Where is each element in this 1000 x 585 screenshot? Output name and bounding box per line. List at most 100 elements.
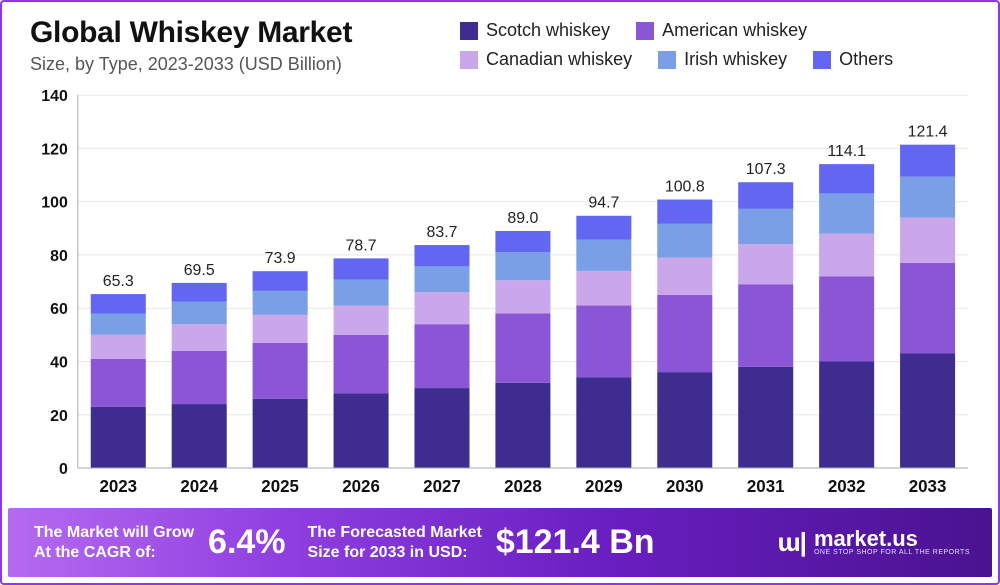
chart-title: Global Whiskey Market [30,16,460,50]
forecast-value: $121.4 Bn [496,523,655,562]
svg-text:0: 0 [59,460,68,478]
bar-segment [414,388,469,468]
svg-text:140: 140 [41,87,68,105]
bar-segment [91,314,146,335]
cagr-value: 6.4% [208,523,286,562]
bar-total-label: 100.8 [665,177,705,195]
svg-text:2027: 2027 [423,477,461,496]
bar-segment [334,393,389,468]
bar-segment [414,324,469,388]
svg-text:2024: 2024 [180,477,218,496]
bar-segment [819,193,874,233]
legend-item: Others [813,49,893,70]
brand-area: ɯ| market.us ONE STOP SHOP FOR ALL THE R… [778,527,970,558]
bar-segment [253,271,308,291]
brand-text: market.us ONE STOP SHOP FOR ALL THE REPO… [814,529,970,556]
bar-segment [900,177,955,218]
bar-segment [253,343,308,399]
bar-total-label: 73.9 [265,249,296,267]
bar-segment [334,306,389,335]
legend-label: American whiskey [662,20,807,41]
svg-text:120: 120 [41,140,68,158]
legend-swatch [636,22,654,40]
bar-total-label: 121.4 [908,123,948,141]
bar-segment [657,295,712,372]
svg-text:2032: 2032 [828,477,866,496]
bar-segment [657,372,712,468]
bar-segment [495,231,550,252]
bar-segment [576,271,631,306]
bar-total-label: 69.5 [184,261,215,279]
bar-segment [738,209,793,244]
svg-text:40: 40 [50,353,68,371]
legend-swatch [460,22,478,40]
footer-banner: The Market will Grow At the CAGR of: 6.4… [8,508,992,577]
bar-total-label: 83.7 [426,223,457,241]
bar-segment [91,294,146,313]
bar-segment [819,234,874,277]
bar-segment [414,245,469,266]
legend-item: American whiskey [636,20,807,41]
bar-segment [738,244,793,284]
legend: Scotch whiskey American whiskey Canadian w… [460,16,978,75]
bar-segment [576,216,631,240]
forecast-label: The Forecasted Market Size for 2033 in U… [308,523,482,563]
bar-segment [900,353,955,468]
bar-segment [819,276,874,361]
bar-total-label: 107.3 [746,160,786,178]
bar-segment [657,200,712,224]
legend-item: Canadian whiskey [460,49,632,70]
bar-segment [576,240,631,271]
bar-segment [657,224,712,258]
svg-text:100: 100 [41,194,68,212]
legend-swatch [460,51,478,69]
bar-segment [819,361,874,468]
legend-label: Canadian whiskey [486,49,632,70]
svg-text:2028: 2028 [504,477,542,496]
brand-name: market.us [814,529,970,549]
bar-segment [172,324,227,351]
bar-segment [576,306,631,378]
svg-text:2033: 2033 [909,477,947,496]
bar-segment [495,314,550,383]
bar-total-label: 89.0 [507,209,538,227]
bar-total-label: 65.3 [103,272,134,290]
chart-subtitle: Size, by Type, 2023-2033 (USD Billion) [30,54,460,75]
chart-area: 02040608010012014065.369.573.978.783.789… [2,75,998,500]
header-row: Global Whiskey Market Size, by Type, 202… [2,2,998,75]
cagr-label: The Market will Grow At the CAGR of: [34,523,194,563]
legend-item: Irish whiskey [658,49,787,70]
legend-swatch [813,51,831,69]
bar-segment [91,335,146,359]
bar-segment [172,283,227,302]
svg-text:2023: 2023 [99,477,137,496]
forecast-label-line2: Size for 2033 in USD: [308,544,468,561]
bar-segment [900,145,955,177]
svg-text:80: 80 [50,247,68,265]
cagr-label-line1: The Market will Grow [34,524,194,541]
svg-text:2031: 2031 [747,477,785,496]
bar-segment [334,280,389,306]
bar-segment [900,218,955,263]
brand-logo-icon: ɯ| [778,527,806,558]
x-axis-ticks: 2023202420252026202720282029203020312032… [99,477,946,496]
svg-text:2025: 2025 [261,477,299,496]
chart-card: Global Whiskey Market Size, by Type, 202… [0,0,1000,585]
brand-tagline: ONE STOP SHOP FOR ALL THE REPORTS [814,549,970,556]
svg-text:2029: 2029 [585,477,623,496]
title-area: Global Whiskey Market Size, by Type, 202… [30,16,460,75]
forecast-label-line1: The Forecasted Market [308,524,482,541]
bar-segment [172,404,227,468]
legend-label: Others [839,49,893,70]
bar-segment [900,263,955,354]
bar-segment [738,284,793,367]
bar-segment [172,351,227,404]
bar-total-label: 94.7 [588,194,619,212]
cagr-label-line2: At the CAGR of: [34,544,156,561]
bar-segment [495,280,550,313]
bar-segment [495,383,550,468]
legend-label: Scotch whiskey [486,20,610,41]
bar-segment [657,258,712,295]
bar-total-label: 114.1 [827,142,866,160]
bar-segment [172,302,227,325]
